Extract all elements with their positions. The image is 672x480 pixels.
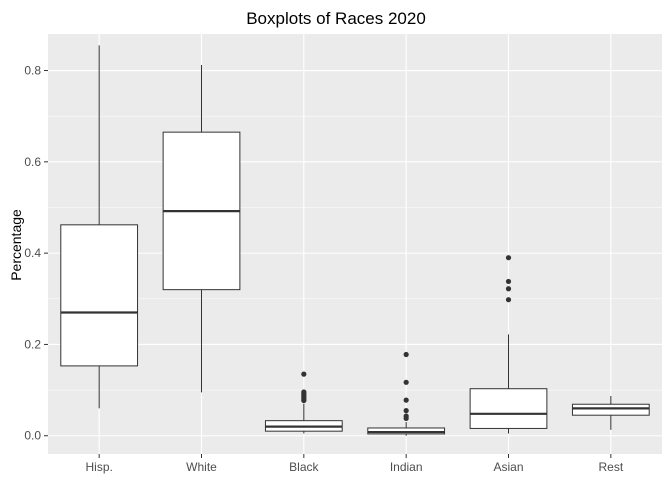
box-group-black (264, 371, 343, 434)
x-tick-label: Black (289, 460, 319, 474)
x-tick-label: White (186, 460, 217, 474)
outlier-point (505, 255, 512, 261)
x-axis: Hisp. White Black Indian Asian Rest (85, 454, 624, 474)
outlier-point (403, 379, 409, 385)
outlier-point (505, 297, 512, 303)
box-iqr (469, 388, 548, 429)
outlier-point (403, 397, 409, 403)
x-tick-label: Indian (390, 460, 423, 474)
x-tick-label: Rest (598, 460, 623, 474)
outlier-point (403, 351, 409, 358)
outlier-point (403, 408, 409, 414)
box-group-hisp (60, 45, 139, 409)
y-tick-label: 0.8 (24, 64, 41, 78)
plot-panel (48, 34, 662, 454)
outlier-point (301, 389, 307, 395)
chart-title: Boxplots of Races 2020 (246, 9, 426, 28)
y-tick-label: 0.4 (24, 246, 41, 260)
box-group-white (162, 65, 241, 393)
box-iqr (60, 224, 139, 367)
y-tick-label: 0.2 (24, 337, 41, 351)
outlier-point (505, 286, 512, 292)
outlier-point (301, 371, 307, 377)
y-tick-label: 0.6 (24, 155, 41, 169)
y-axis-title: Percentage (8, 209, 24, 281)
boxes (60, 45, 650, 436)
x-tick-label: Hisp. (85, 460, 112, 474)
box-group-rest (571, 396, 650, 430)
y-axis: 0.0 0.2 0.4 0.6 0.8 (24, 64, 48, 443)
y-tick-label: 0.0 (24, 429, 41, 443)
box-iqr (571, 403, 650, 416)
box-group-indian (367, 351, 446, 436)
minor-gridlines (48, 115, 662, 391)
box-iqr (367, 427, 446, 435)
x-tick-label: Asian (493, 460, 523, 474)
box-group-asian (469, 255, 548, 434)
outlier-point (403, 413, 409, 419)
outlier-point (505, 278, 512, 285)
